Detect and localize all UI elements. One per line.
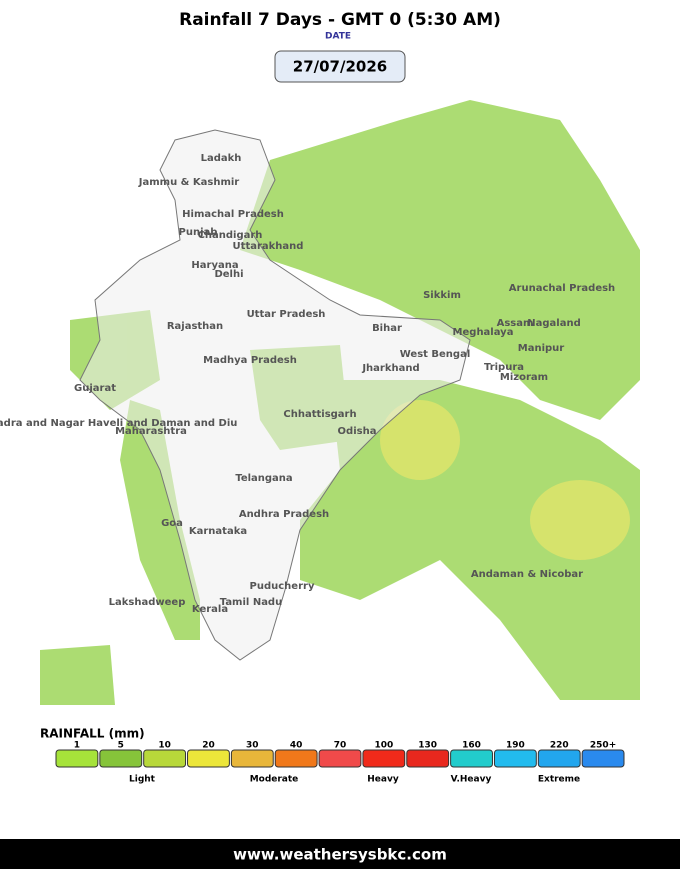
state-label: Andaman & Nicobar	[471, 569, 583, 580]
map: Ladakh Jammu & Kashmir Himachal Pradesh Pun…	[0, 100, 640, 705]
legend-value: 160	[462, 741, 481, 751]
state-label: Himachal Pradesh	[182, 209, 284, 220]
state-label: Rajasthan	[167, 321, 223, 332]
state-label: Andhra Pradesh	[239, 509, 329, 520]
state-label: Uttarakhand	[233, 241, 304, 252]
footer-url: www.weathersysbkc.com	[233, 846, 447, 864]
state-label: Goa	[161, 518, 183, 529]
date: 27/07/2026	[293, 58, 387, 76]
rain-moderate	[380, 400, 630, 560]
legend-swatch	[55, 749, 99, 768]
state-label: Arunachal Pradesh	[509, 283, 615, 294]
state-label: Lakshadweep	[109, 597, 186, 608]
legend-value: 40	[290, 741, 303, 751]
india-outline	[79, 129, 471, 661]
state-label: Haryana	[191, 260, 238, 271]
state-label: Tamil Nadu	[220, 597, 282, 608]
legend-swatch	[537, 749, 581, 768]
state-label: Kerala	[192, 604, 228, 615]
state-label: Punjab	[179, 227, 218, 238]
state-label: Karnataka	[189, 526, 247, 537]
legend-swatch	[581, 749, 625, 768]
legend-value: 70	[334, 741, 347, 751]
legend-value: 190	[506, 741, 525, 751]
legend-swatch	[274, 749, 318, 768]
date-box	[274, 50, 406, 83]
state-label: Manipur	[518, 343, 565, 354]
state-label: Gujarat	[74, 383, 116, 394]
state-label: Madhya Pradesh	[203, 355, 297, 366]
legend-category: Extreme	[538, 775, 580, 785]
legend-swatch	[143, 749, 187, 768]
legend-value: 220	[550, 741, 569, 751]
state-label: Odisha	[338, 426, 377, 437]
date-label: DATE	[325, 32, 351, 42]
legend-category: Moderate	[250, 775, 299, 785]
state-label: Meghalaya	[453, 327, 514, 338]
footer-bar	[0, 839, 680, 869]
state-label: Jammu & Kashmir	[138, 177, 240, 188]
state-label: Puducherry	[250, 581, 315, 592]
state-label: Maharashtra	[115, 426, 187, 437]
legend-swatch	[406, 749, 450, 768]
legend-value: 10	[158, 741, 171, 751]
legend-swatch	[230, 749, 274, 768]
legend-swatch	[362, 749, 406, 768]
legend-category: V.Heavy	[451, 775, 492, 785]
state-label: West Bengal	[400, 349, 471, 360]
legend-value: 5	[118, 741, 124, 751]
state-label: Mizoram	[500, 372, 548, 383]
legend-value: 20	[202, 741, 215, 751]
legend-value: 100	[374, 741, 393, 751]
state-label: Delhi	[214, 269, 243, 280]
state-label: Ladakh	[201, 153, 242, 164]
legend-value: 30	[246, 741, 259, 751]
state-label: Chhattisgarh	[283, 409, 356, 420]
legend-swatch	[450, 749, 493, 768]
state-label: Bihar	[372, 323, 402, 334]
state-label: Assam	[497, 318, 534, 329]
legend-category: Light	[129, 775, 156, 785]
legend-swatch	[493, 749, 537, 768]
legend-value: 250+	[590, 741, 616, 751]
legend-swatch	[187, 749, 230, 768]
state-label: Chandigarh	[198, 230, 263, 241]
state-label: Sikkim	[423, 290, 461, 301]
state-label: Tripura	[484, 362, 524, 373]
legend: 1 5 10 20 30 40 70 100 130 160 190 220 250+ Light Mode…	[55, 741, 625, 785]
legend-swatch	[99, 749, 143, 768]
title: Rainfall 7 Days - GMT 0 (5:30 AM)	[179, 10, 501, 30]
state-label: Jharkhand	[361, 363, 419, 374]
legend-value: 130	[418, 741, 437, 751]
legend-title: RAINFALL (mm)	[40, 727, 145, 741]
legend-swatch	[318, 749, 362, 768]
legend-value: 1	[74, 741, 80, 751]
state-label: Nagaland	[527, 318, 580, 329]
state-label: Telangana	[235, 473, 292, 484]
state-label: Dadra and Nagar Haveli and Daman and Diu	[0, 418, 237, 429]
state-label: Uttar Pradesh	[247, 309, 326, 320]
legend-category: Heavy	[367, 775, 399, 785]
